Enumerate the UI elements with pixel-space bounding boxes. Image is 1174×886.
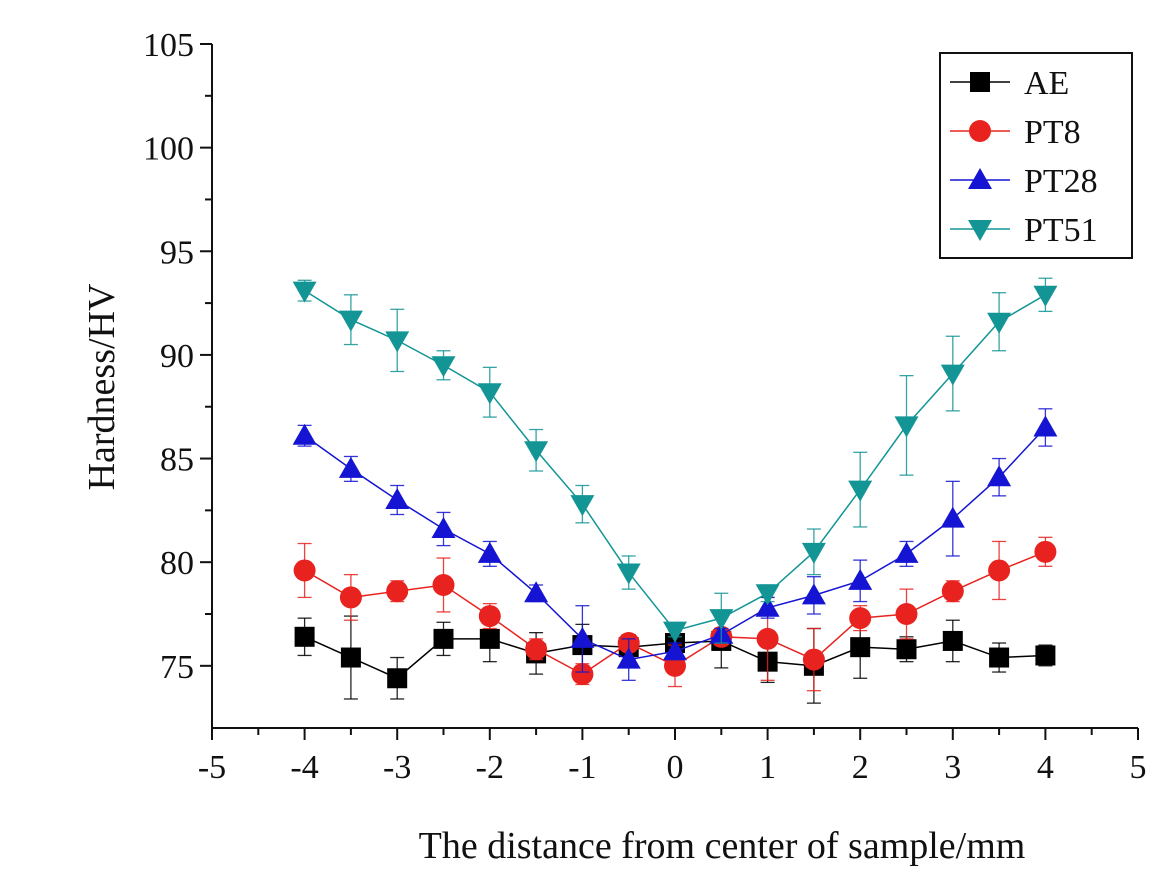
- data-point-pt28: [570, 626, 595, 648]
- data-point-ae: [387, 668, 408, 689]
- data-point-pt8: [664, 654, 686, 677]
- legend-label-pt28: PT28: [1024, 163, 1098, 200]
- data-point-pt51: [477, 383, 502, 405]
- data-point-pt8: [1034, 540, 1057, 563]
- data-point-pt8: [478, 605, 501, 628]
- y-tick-label: 85: [160, 442, 194, 479]
- legend-marker-ae: [970, 72, 990, 92]
- data-point-pt51: [755, 584, 780, 606]
- legend-label-pt51: PT51: [1024, 212, 1098, 249]
- data-point-ae: [850, 637, 871, 658]
- data-point-pt8: [339, 586, 362, 609]
- x-tick-label: -4: [290, 749, 318, 786]
- data-point-ae: [294, 626, 315, 647]
- series-pt51: [292, 277, 1058, 644]
- data-point-pt51: [801, 542, 826, 564]
- axes-layer: -5 -4 -3 -2 -1 0 1 2 3 4 5 75 80 85 90 95 100 105: [143, 27, 1147, 786]
- legend: AE PT8 PT28 PT51: [939, 52, 1133, 259]
- legend-marker-pt28: [968, 168, 992, 189]
- data-point-pt51: [524, 441, 549, 463]
- data-point-pt8: [988, 559, 1011, 582]
- data-point-pt28: [755, 595, 780, 617]
- x-tick-label: -2: [476, 749, 504, 786]
- data-point-pt8: [941, 580, 964, 603]
- y-tick-label: 80: [160, 545, 194, 582]
- data-point-pt28: [477, 541, 502, 563]
- data-point-pt28: [616, 647, 641, 669]
- data-point-pt28: [663, 639, 687, 661]
- x-tick-label: 1: [759, 749, 776, 786]
- data-point-pt8: [571, 663, 594, 686]
- series-pt28: [292, 408, 1058, 681]
- data-point-ae: [896, 639, 917, 660]
- legend-label-pt8: PT8: [1024, 114, 1081, 151]
- y-tick-label: 105: [143, 27, 194, 64]
- data-point-pt28: [431, 517, 456, 539]
- data-point-pt51: [292, 281, 317, 303]
- y-tick-label: 75: [160, 649, 194, 686]
- data-point-pt51: [385, 331, 410, 353]
- x-tick-label: 0: [667, 749, 684, 786]
- legend-marker-pt51: [968, 220, 992, 241]
- data-point-ae: [479, 628, 500, 649]
- x-tick-label: -1: [568, 749, 596, 786]
- y-tick-label: 95: [160, 234, 194, 271]
- data-point-pt51: [940, 364, 965, 386]
- x-tick-label: 2: [852, 749, 869, 786]
- data-point-pt28: [987, 465, 1012, 487]
- x-tick-label: 4: [1037, 749, 1054, 786]
- y-axis-title: Hardness/HV: [81, 283, 123, 490]
- data-point-pt28: [385, 488, 410, 509]
- data-point-ae: [942, 630, 963, 651]
- data-point-ae: [340, 647, 361, 668]
- series-pt8: [293, 536, 1057, 692]
- data-point-ae: [989, 647, 1010, 668]
- legend-marker-pt8: [969, 120, 991, 142]
- data-point-pt51: [338, 310, 363, 332]
- data-point-pt28: [940, 506, 965, 528]
- x-tick-label: -5: [198, 749, 226, 786]
- data-point-pt8: [525, 638, 548, 661]
- data-point-pt51: [987, 312, 1012, 334]
- legend-label-ae: AE: [1024, 65, 1069, 102]
- data-point-pt28: [292, 423, 317, 445]
- data-point-pt8: [432, 573, 455, 596]
- data-point-pt8: [802, 648, 825, 671]
- data-point-pt51: [1033, 285, 1058, 307]
- data-point-pt51: [709, 609, 734, 631]
- y-tick-label: 100: [143, 131, 194, 168]
- data-point-pt28: [524, 581, 549, 603]
- y-tick-label: 90: [160, 338, 194, 375]
- data-point-pt51: [570, 495, 595, 517]
- series-line-pt51: [304, 290, 1046, 632]
- data-point-pt8: [849, 607, 872, 630]
- data-point-pt8: [293, 559, 316, 582]
- x-tick-label: -3: [383, 749, 411, 786]
- data-point-ae: [433, 628, 454, 649]
- data-point-pt51: [663, 621, 687, 643]
- x-tick-label: 5: [1130, 749, 1147, 786]
- data-point-pt8: [895, 603, 918, 625]
- data-point-pt28: [338, 456, 363, 478]
- x-tick-label: 3: [944, 749, 961, 786]
- data-point-pt51: [431, 356, 456, 378]
- data-point-pt51: [848, 480, 873, 502]
- data-point-pt8: [756, 627, 779, 650]
- data-point-pt28: [1033, 415, 1058, 437]
- data-point-pt28: [894, 541, 919, 563]
- data-point-pt8: [386, 580, 409, 603]
- data-point-pt28: [801, 583, 826, 605]
- x-axis-title: The distance from center of sample/mm: [419, 825, 1026, 867]
- data-point-pt28: [848, 568, 873, 590]
- data-point-ae: [1035, 645, 1056, 666]
- data-point-pt51: [616, 563, 641, 585]
- series-layer: [292, 277, 1058, 704]
- data-point-pt51: [894, 416, 919, 438]
